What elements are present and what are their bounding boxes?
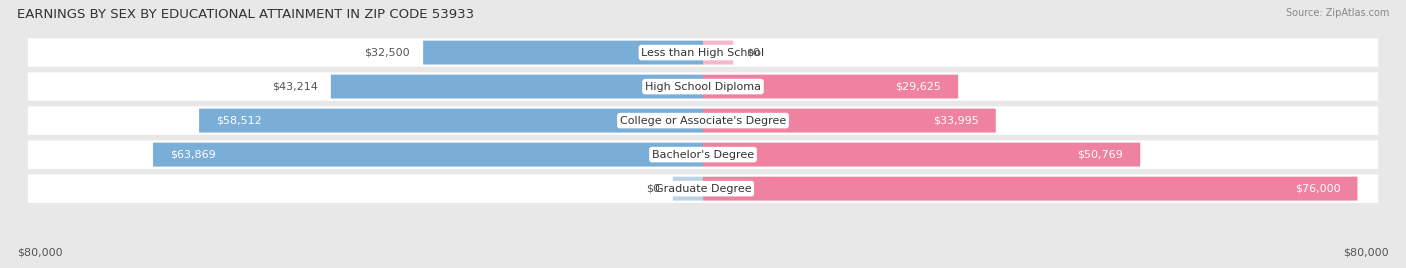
FancyBboxPatch shape xyxy=(703,143,1140,166)
FancyBboxPatch shape xyxy=(673,177,703,200)
FancyBboxPatch shape xyxy=(200,109,703,133)
FancyBboxPatch shape xyxy=(703,109,995,133)
FancyBboxPatch shape xyxy=(28,174,1378,203)
Text: $0: $0 xyxy=(645,184,659,194)
Text: $33,995: $33,995 xyxy=(932,116,979,126)
FancyBboxPatch shape xyxy=(703,177,1358,200)
FancyBboxPatch shape xyxy=(28,106,1378,135)
Text: $32,500: $32,500 xyxy=(364,47,411,58)
Text: $63,869: $63,869 xyxy=(170,150,217,160)
Text: $80,000: $80,000 xyxy=(1344,247,1389,257)
Text: $50,769: $50,769 xyxy=(1077,150,1123,160)
FancyBboxPatch shape xyxy=(28,72,1378,101)
FancyBboxPatch shape xyxy=(28,140,1378,169)
Text: $76,000: $76,000 xyxy=(1295,184,1340,194)
Text: $0: $0 xyxy=(747,47,761,58)
Text: $80,000: $80,000 xyxy=(17,247,62,257)
FancyBboxPatch shape xyxy=(330,75,703,99)
Text: Source: ZipAtlas.com: Source: ZipAtlas.com xyxy=(1285,8,1389,18)
Text: Graduate Degree: Graduate Degree xyxy=(655,184,751,194)
Text: $58,512: $58,512 xyxy=(217,116,262,126)
Text: EARNINGS BY SEX BY EDUCATIONAL ATTAINMENT IN ZIP CODE 53933: EARNINGS BY SEX BY EDUCATIONAL ATTAINMEN… xyxy=(17,8,474,21)
Text: College or Associate's Degree: College or Associate's Degree xyxy=(620,116,786,126)
FancyBboxPatch shape xyxy=(153,143,703,166)
Text: $43,214: $43,214 xyxy=(271,81,318,92)
Text: Bachelor's Degree: Bachelor's Degree xyxy=(652,150,754,160)
Text: Less than High School: Less than High School xyxy=(641,47,765,58)
FancyBboxPatch shape xyxy=(28,38,1378,67)
FancyBboxPatch shape xyxy=(703,75,957,99)
FancyBboxPatch shape xyxy=(423,41,703,65)
Text: High School Diploma: High School Diploma xyxy=(645,81,761,92)
FancyBboxPatch shape xyxy=(703,41,733,65)
Text: $29,625: $29,625 xyxy=(896,81,941,92)
